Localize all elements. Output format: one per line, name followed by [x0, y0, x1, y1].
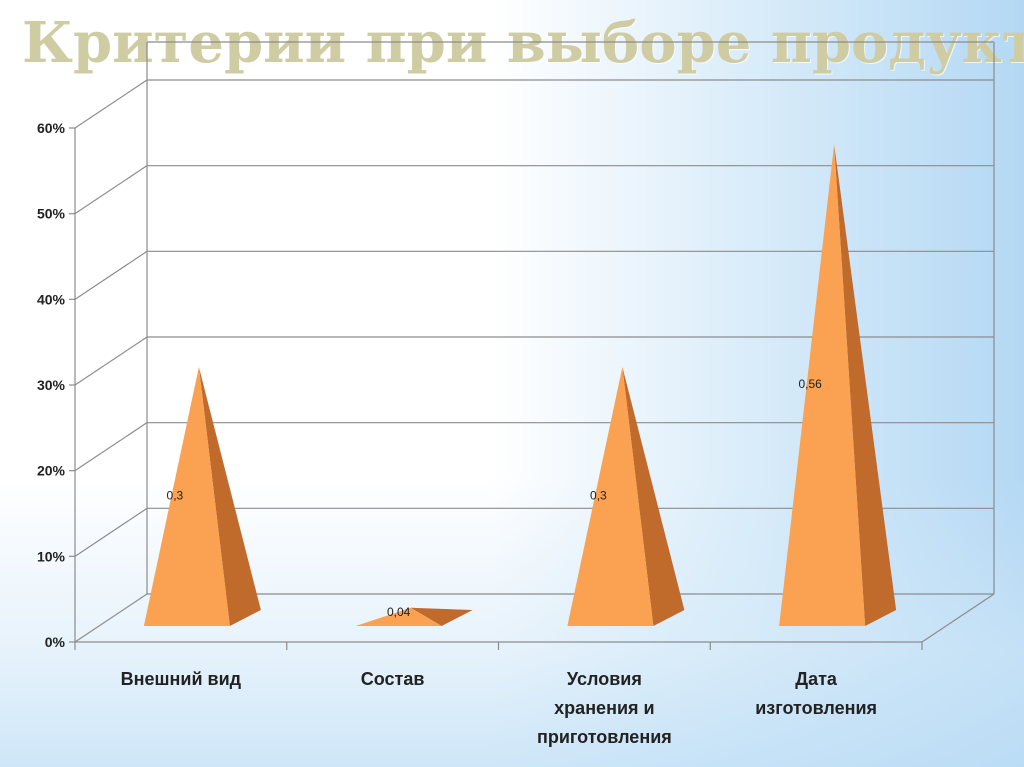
- data-labels: 0,3 0,04 0,3 0,56: [167, 377, 823, 619]
- data-label: 0,3: [167, 489, 184, 503]
- category-label: Внешний вид: [121, 669, 242, 689]
- category-label-line: изготовления: [755, 698, 877, 718]
- category-label: Условия хранения и приготовления: [537, 669, 672, 747]
- category-label-line: Внешний вид: [121, 669, 242, 689]
- gridline-side: [74, 250, 148, 300]
- y-axis-tick-labels: 0% 10% 20% 30% 40% 50% 60%: [37, 120, 66, 650]
- chart-axes: [74, 41, 995, 650]
- y-tick-label: 40%: [37, 291, 66, 307]
- pyramid-front-face: [779, 144, 866, 626]
- gridline-side: [74, 507, 148, 557]
- category-label-line: хранения и: [554, 698, 654, 718]
- data-label: 0,3: [590, 489, 607, 503]
- gridline-side: [74, 422, 148, 472]
- category-label-line: Условия: [567, 669, 642, 689]
- y-tick-label: 60%: [37, 120, 66, 136]
- category-label: Дата изготовления: [755, 669, 877, 718]
- pyramid-bar: [143, 367, 261, 626]
- floor-right-edge: [921, 593, 995, 643]
- pyramid-front-face: [355, 607, 442, 626]
- slide-title: Критерии при выборе продукта: [22, 10, 1024, 76]
- pyramid-side-face: [834, 144, 897, 626]
- gridline-side: [74, 336, 148, 386]
- category-labels: Внешний вид Состав Условия хранения и пригот…: [121, 669, 877, 747]
- y-tick-label: 20%: [37, 463, 66, 479]
- category-label-line: Дата: [795, 669, 838, 689]
- y-tick-label: 10%: [37, 548, 66, 564]
- category-label-line: Состав: [361, 669, 425, 689]
- y-tick-label: 30%: [37, 377, 66, 393]
- gridline-side: [74, 79, 148, 129]
- data-label: 0,04: [387, 605, 411, 619]
- pyramid-bar: [779, 144, 897, 626]
- y-tick-label: 50%: [37, 206, 66, 222]
- chart-bars: [143, 144, 897, 626]
- data-label: 0,56: [798, 377, 822, 391]
- category-label: Состав: [361, 669, 425, 689]
- pyramid-bar: [355, 607, 473, 626]
- pyramid-side-face: [198, 367, 261, 626]
- gridline-side: [74, 165, 148, 215]
- pyramid-side-face: [410, 607, 473, 626]
- pyramid-side-face: [622, 367, 685, 626]
- y-tick-label: 0%: [45, 634, 66, 650]
- pyramid-front-face: [143, 367, 230, 626]
- pyramid-front-face: [567, 367, 654, 626]
- gridline-side: [74, 593, 148, 643]
- category-label-line: приготовления: [537, 727, 672, 747]
- pyramid-bar: [567, 367, 685, 626]
